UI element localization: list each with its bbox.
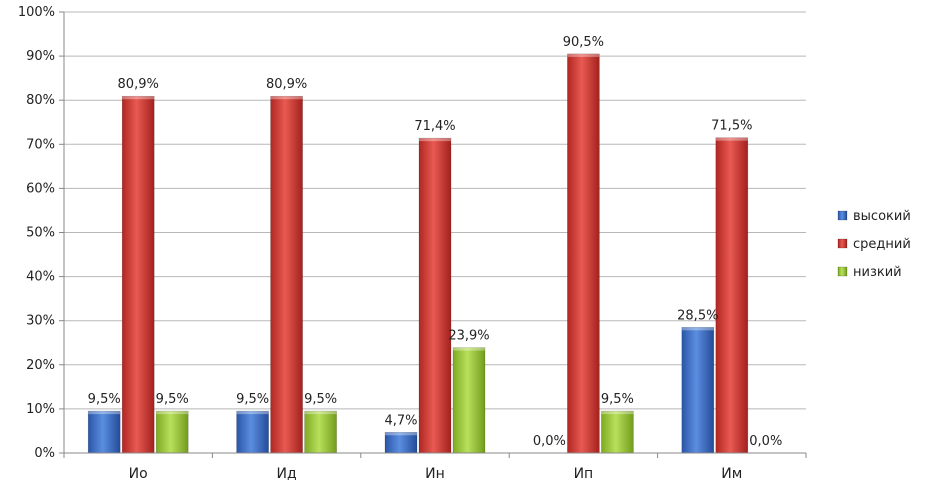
legend-swatch-низкий [837, 266, 848, 277]
bar-средний-Ин [418, 137, 452, 454]
y-tick-label: 20% [26, 358, 55, 373]
data-label: 80,9% [266, 77, 307, 92]
bar-низкий-Ио [155, 410, 189, 454]
bar-средний-Им [715, 137, 749, 454]
bar-низкий-Ин [452, 347, 486, 454]
y-axis: 0% 10% 20% 30% 40% 50% 60% 70% 80% 90% 100% [18, 5, 65, 461]
bar-средний-Ио [121, 95, 155, 454]
y-tick-label: 60% [26, 181, 55, 196]
x-tick-label: Ид [277, 466, 297, 482]
x-tick-label: Ио [129, 466, 148, 482]
x-axis: Ио Ид Ин Ип Им [63, 452, 807, 482]
data-label: 0,0% [749, 434, 782, 449]
y-tick-label: 70% [26, 137, 55, 152]
bar-highlight [453, 347, 485, 351]
bar-низкий-Ип [601, 410, 634, 454]
bar-средний-Ид [270, 95, 303, 454]
bar-highlight [385, 432, 417, 436]
bar-highlight [567, 53, 600, 57]
y-tick-label: 40% [26, 270, 55, 285]
bar-highlight [236, 411, 269, 415]
bar-низкий-Ид [304, 410, 337, 454]
bar-высокий-Ио [87, 410, 121, 454]
y-tick-label: 30% [26, 314, 55, 329]
bar-высокий-Им [681, 327, 715, 454]
data-label: 9,5% [156, 392, 189, 407]
x-tick-label: Ип [574, 466, 594, 482]
y-tick-label: 10% [26, 402, 55, 417]
data-label: 71,5% [711, 119, 752, 134]
data-label: 9,5% [601, 392, 634, 407]
y-tick-label: 90% [26, 49, 55, 64]
bars [87, 53, 749, 454]
y-tick-label: 100% [18, 5, 55, 20]
y-tick-label: 0% [34, 446, 55, 461]
legend-label: высокий [853, 209, 911, 224]
data-label: 28,5% [677, 308, 718, 323]
bar-highlight [88, 411, 121, 415]
bar-highlight [681, 327, 714, 331]
data-label: 4,7% [384, 413, 417, 428]
bar-highlight [419, 138, 451, 142]
legend-label: низкий [853, 265, 902, 280]
legend-label: средний [853, 237, 911, 252]
data-label: 23,9% [448, 329, 489, 344]
data-label: 9,5% [236, 392, 269, 407]
y-tick-label: 80% [26, 93, 55, 108]
data-label: 80,9% [118, 77, 159, 92]
bar-highlight [715, 137, 748, 141]
legend: высокий средний низкий [837, 209, 911, 280]
legend-swatch-высокий [837, 210, 848, 221]
x-tick-label: Ин [425, 466, 445, 482]
bar-highlight [601, 411, 634, 415]
data-labels: 9,5% 80,9% 9,5% 9,5% 80,9% 9,5% 4,7% 71,4% 23,9%… [88, 35, 783, 449]
bar-highlight [156, 411, 189, 415]
bar-высокий-Ин [384, 431, 418, 454]
bar-highlight [270, 96, 303, 100]
data-label: 0,0% [533, 434, 566, 449]
bar-highlight [122, 96, 155, 100]
bar-высокий-Ид [236, 410, 269, 454]
data-label: 9,5% [88, 392, 121, 407]
bar-средний-Ип [567, 53, 600, 454]
x-tick-label: Им [721, 466, 742, 482]
legend-swatch-средний [837, 238, 848, 249]
bar-highlight [304, 411, 337, 415]
data-label: 90,5% [563, 35, 604, 50]
data-label: 9,5% [304, 392, 337, 407]
data-label: 71,4% [414, 119, 455, 134]
y-tick-label: 50% [26, 226, 55, 241]
